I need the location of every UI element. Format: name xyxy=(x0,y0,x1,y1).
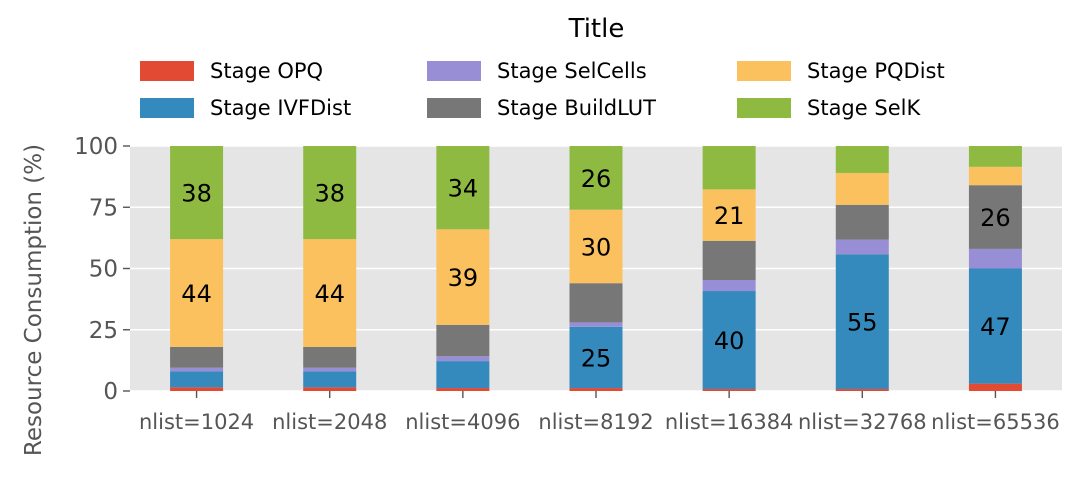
bar-segment xyxy=(303,146,357,240)
bar-segment xyxy=(968,268,1022,384)
legend-swatch-opq xyxy=(140,61,194,81)
legend-label-opq: Stage OPQ xyxy=(210,59,324,83)
bar-segment xyxy=(170,146,224,240)
bar-segment xyxy=(170,239,224,347)
legend-label-ivfdist: Stage IVFDist xyxy=(210,96,352,120)
legend-label-selk: Stage SelK xyxy=(807,96,921,120)
data-label: 40 xyxy=(714,327,745,355)
data-label: 30 xyxy=(581,233,612,261)
bar-segment xyxy=(436,324,490,357)
bar-segment xyxy=(170,367,224,372)
bar-segment xyxy=(569,146,623,210)
bar-segment xyxy=(569,209,623,284)
data-label: 25 xyxy=(581,344,612,372)
x-tick-label: nlist=4096 xyxy=(405,410,520,434)
legend-swatch-selk xyxy=(737,98,791,118)
bar-segment xyxy=(303,371,357,388)
legend-label-buildlut: Stage BuildLUT xyxy=(497,96,656,120)
data-label: 34 xyxy=(448,175,479,203)
bar-segment xyxy=(436,146,490,230)
data-label: 47 xyxy=(980,313,1011,341)
x-tick-label: nlist=8192 xyxy=(538,410,653,434)
bar-segment xyxy=(968,146,1022,167)
x-tick-label: nlist=2048 xyxy=(272,410,387,434)
data-label: 44 xyxy=(181,280,212,308)
data-label: 21 xyxy=(714,202,745,230)
bar-segment xyxy=(702,291,756,390)
data-label: 38 xyxy=(181,180,212,208)
legend-item-opq: Stage OPQ xyxy=(140,58,427,84)
bar-segment xyxy=(968,185,1022,249)
bar-segment xyxy=(968,383,1022,391)
data-label: 26 xyxy=(581,165,612,193)
y-tick-label: 50 xyxy=(89,257,118,283)
chart-title: Title xyxy=(568,14,625,44)
legend-swatch-ivfdist xyxy=(140,98,194,118)
bar-segment xyxy=(170,387,224,391)
legend-item-ivfdist: Stage IVFDist xyxy=(140,95,427,121)
data-label: 38 xyxy=(314,180,345,208)
legend-item-selcells: Stage SelCells xyxy=(427,58,737,84)
bar-segment xyxy=(303,367,357,372)
bar-segment xyxy=(702,280,756,292)
legend-item-selk: Stage SelK xyxy=(737,95,997,121)
x-tick-label: nlist=65536 xyxy=(931,410,1060,434)
bar-segment xyxy=(569,388,623,391)
bar-segment xyxy=(303,239,357,347)
legend-label-pqdist: Stage PQDist xyxy=(807,59,945,83)
bar-segment xyxy=(569,326,623,389)
legend-label-selcells: Stage SelCells xyxy=(497,59,647,83)
legend-item-pqdist: Stage PQDist xyxy=(737,58,997,84)
bar-segment xyxy=(835,254,889,390)
bar-segment xyxy=(702,389,756,391)
bar-segment xyxy=(569,322,623,327)
bar-segment xyxy=(303,387,357,391)
bar-segment xyxy=(569,283,623,323)
bar-segment xyxy=(303,346,357,368)
y-tick-label: 100 xyxy=(74,134,118,160)
bar-segment xyxy=(702,240,756,281)
bar-segment xyxy=(436,361,490,389)
data-label: 26 xyxy=(980,204,1011,232)
bar-segment xyxy=(702,189,756,241)
bar-segment xyxy=(835,204,889,240)
legend-swatch-selcells xyxy=(427,61,481,81)
bar-segment xyxy=(835,172,889,205)
bar-segment xyxy=(835,146,889,173)
x-tick-label: nlist=16384 xyxy=(665,410,794,434)
bar-segment xyxy=(702,146,756,190)
y-tick-label: 25 xyxy=(89,318,118,344)
y-tick-label: 0 xyxy=(103,379,118,405)
bar-segment xyxy=(436,388,490,391)
bar-segment xyxy=(436,229,490,325)
bar-segment xyxy=(170,371,224,388)
bar-segment xyxy=(968,248,1022,269)
bar-segment xyxy=(835,389,889,391)
x-tick-label: nlist=1024 xyxy=(139,410,254,434)
bar-segment xyxy=(968,166,1022,186)
bar-segment xyxy=(170,346,224,368)
legend-swatch-buildlut xyxy=(427,98,481,118)
y-tick-label: 75 xyxy=(89,195,118,221)
legend: Stage OPQ Stage SelCells Stage PQDist St… xyxy=(140,58,1040,121)
legend-item-buildlut: Stage BuildLUT xyxy=(427,95,737,121)
data-label: 44 xyxy=(314,280,345,308)
bar-segment xyxy=(436,356,490,362)
data-label: 55 xyxy=(847,309,878,337)
bar-segment xyxy=(835,239,889,255)
x-tick-label: nlist=32768 xyxy=(798,410,927,434)
data-label: 39 xyxy=(448,264,479,292)
legend-swatch-pqdist xyxy=(737,61,791,81)
